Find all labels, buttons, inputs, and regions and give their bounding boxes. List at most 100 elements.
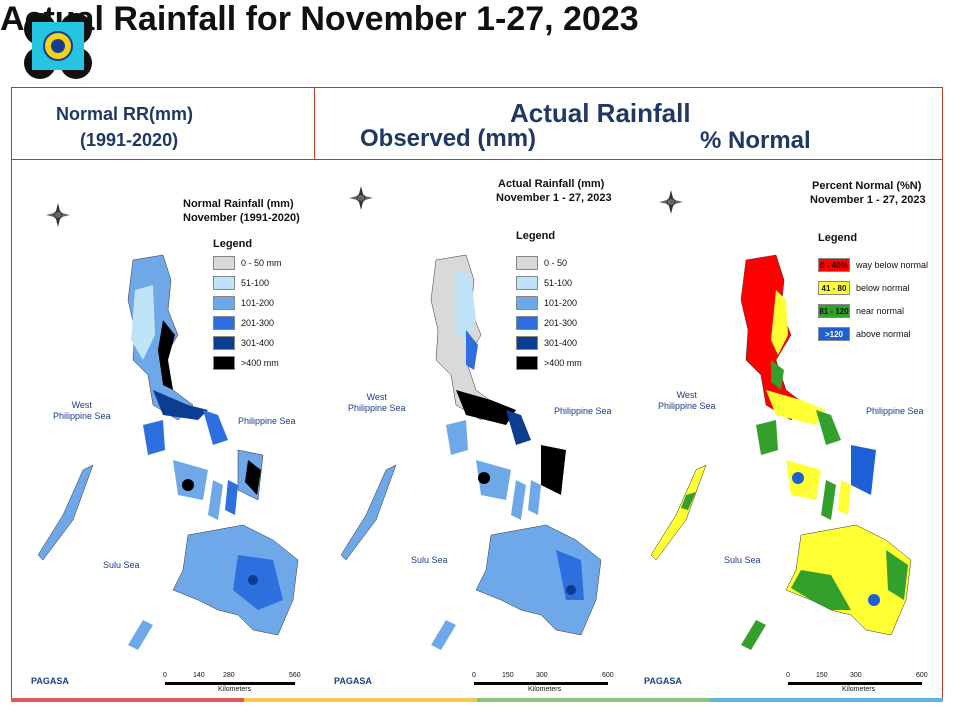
sulu-sea-label: Sulu Sea xyxy=(103,560,140,570)
legend-label: 0 - 50 xyxy=(544,258,568,268)
west-philippine-sea-label: West Philippine Sea xyxy=(53,400,111,421)
footer-stripe-red xyxy=(11,698,244,702)
legend-item: 301-400 xyxy=(516,336,577,350)
brand-name: PAGASA xyxy=(644,676,682,686)
legend-swatch xyxy=(516,256,538,270)
legend-item: 101-200 xyxy=(516,296,577,310)
philippine-sea-label: Philippine Sea xyxy=(554,406,612,416)
legend-item: >400 mm xyxy=(516,356,582,370)
scale-tick: 150 xyxy=(816,672,828,679)
scale-tick: 0 xyxy=(163,672,167,679)
legend-swatch xyxy=(213,256,235,270)
scale-tick: 300 xyxy=(850,672,862,679)
footer-stripe-green xyxy=(477,698,710,702)
panel-title-line2: November 1 - 27, 2023 xyxy=(496,192,612,204)
philippine-sea-label: Philippine Sea xyxy=(866,406,924,416)
legend-label: 201-300 xyxy=(544,318,578,328)
scale-tick: 600 xyxy=(602,672,614,679)
west-philippine-sea-label: West Philippine Sea xyxy=(348,392,406,413)
actual-rainfall-map xyxy=(340,186,602,650)
legend-item: 51-100 xyxy=(516,276,572,290)
legend-label: 101-200 xyxy=(544,298,578,308)
legend-title: Legend xyxy=(818,232,858,244)
panel-title-line1: Actual Rainfall (mm) xyxy=(498,178,605,190)
philippine-sea-label: Philippine Sea xyxy=(238,416,296,426)
legend-item: 81 - 120 near normal xyxy=(818,304,904,318)
legend-title: Legend xyxy=(516,230,556,242)
brand-name: PAGASA xyxy=(31,676,69,686)
legend-swatch xyxy=(516,336,538,350)
legend-item: 0 - 50 xyxy=(516,256,567,270)
legend-label: 0 - 50 mm xyxy=(241,258,282,268)
legend-item: 301-400 xyxy=(213,336,274,350)
legend-swatch: >120 xyxy=(818,327,850,341)
legend-item: 101-200 xyxy=(213,296,274,310)
scale-tick: 150 xyxy=(502,672,514,679)
legend-swatch xyxy=(516,356,538,370)
legend-swatch xyxy=(516,276,538,290)
pagasa-logo-icon xyxy=(24,13,92,79)
scale-unit: Kilometers xyxy=(842,686,876,693)
panel-title-line1: Percent Normal (%N) xyxy=(812,180,922,192)
sulu-sea-label: Sulu Sea xyxy=(724,555,761,565)
sulu-sea-label: Sulu Sea xyxy=(411,555,448,565)
scale-tick: 0 xyxy=(472,672,476,679)
legend-swatch xyxy=(213,276,235,290)
legend-label: 301-400 xyxy=(544,338,578,348)
scale-unit: Kilometers xyxy=(218,686,252,693)
page-title: Actual Rainfall for November 1-27, 2023 xyxy=(0,0,639,38)
legend-label: way below normal xyxy=(856,260,929,270)
legend-swatch: 0 - 40% xyxy=(818,258,850,272)
normal-header-line2: (1991-2020) xyxy=(80,130,179,150)
percent-normal-map-panel: Percent Normal (%N) November 1 - 27, 202… xyxy=(626,160,940,700)
legend-swatch xyxy=(516,296,538,310)
scale-tick: 140 xyxy=(193,672,205,679)
legend-swatch xyxy=(213,316,235,330)
normal-header-line1: Normal RR(mm) xyxy=(56,104,194,124)
legend-label: 201-300 xyxy=(241,318,275,328)
normal-rainfall-map xyxy=(37,203,299,650)
legend-label: 51-100 xyxy=(241,278,270,288)
scale-tick: 600 xyxy=(916,672,928,679)
legend-label: >400 mm xyxy=(241,358,279,368)
legend-item: 201-300 xyxy=(213,316,274,330)
legend-label: 51-100 xyxy=(544,278,573,288)
legend-item: 201-300 xyxy=(516,316,577,330)
scale-tick: 280 xyxy=(223,672,235,679)
compass-rose-icon xyxy=(46,203,70,227)
legend-item: 0 - 40% way below normal xyxy=(818,258,928,272)
footer-stripe-blue xyxy=(710,698,943,702)
brand-name: PAGASA xyxy=(334,676,372,686)
legend-item: 51-100 xyxy=(213,276,269,290)
scale-tick: 560 xyxy=(289,672,301,679)
observed-header: Observed (mm) xyxy=(360,125,537,152)
actual-rainfall-header: Actual Rainfall xyxy=(510,98,691,128)
normal-rainfall-map-panel: Normal Rainfall (mm) November (1991-2020… xyxy=(13,160,313,700)
legend-label: >400 mm xyxy=(544,358,582,368)
scale-unit: Kilometers xyxy=(528,686,562,693)
percent-normal-header: % Normal xyxy=(700,127,811,154)
scale-tick: 300 xyxy=(536,672,548,679)
legend-label: above normal xyxy=(856,329,911,339)
legend-label: near normal xyxy=(856,306,905,316)
legend-swatch xyxy=(213,336,235,350)
panel-title-line1: Normal Rainfall (mm) xyxy=(183,198,294,210)
west-philippine-sea-label: West Philippine Sea xyxy=(658,390,716,411)
legend-item: >400 mm xyxy=(213,356,279,370)
footer-stripe-yellow xyxy=(244,698,477,702)
compass-rose-icon xyxy=(659,190,683,214)
percent-normal-map xyxy=(650,190,912,650)
panel-title-line2: November 1 - 27, 2023 xyxy=(810,194,926,206)
legend-item: 41 - 80 below normal xyxy=(818,281,910,295)
legend-label: 101-200 xyxy=(241,298,275,308)
legend-swatch xyxy=(213,356,235,370)
legend-swatch xyxy=(213,296,235,310)
legend-label: below normal xyxy=(856,283,910,293)
legend-item: >120 above normal xyxy=(818,327,911,341)
legend-title: Legend xyxy=(213,238,253,250)
legend-swatch: 41 - 80 xyxy=(818,281,850,295)
legend-label: 301-400 xyxy=(241,338,275,348)
actual-rainfall-map-panel: Actual Rainfall (mm) November 1 - 27, 20… xyxy=(316,160,622,700)
legend-swatch: 81 - 120 xyxy=(818,304,850,318)
compass-rose-icon xyxy=(349,186,373,210)
